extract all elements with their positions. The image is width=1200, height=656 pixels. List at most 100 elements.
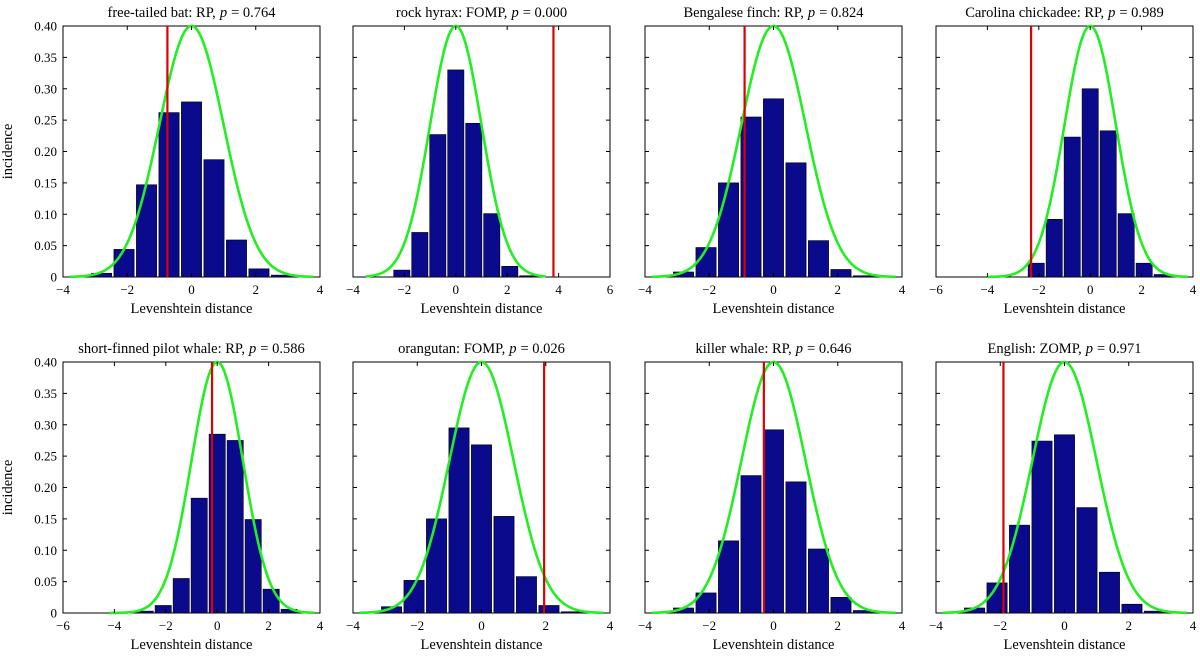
x-tick-label: 2 [504,282,511,297]
histogram-bar [448,427,470,614]
histogram-bar [740,475,762,614]
panel-title: short-finned pilot whale: RP, p = 0.586 [78,341,304,357]
panel-title-p-symbol: p [510,5,518,21]
histogram-bar [113,249,135,278]
x-tick-label: −2 [993,618,1007,633]
panel-title-p-symbol: p [1107,5,1115,21]
x-tick-label: −4 [346,618,360,633]
x-tick-label: −2 [702,618,716,633]
x-tick-label: −2 [120,282,134,297]
histogram-bar [695,592,717,614]
histogram-bar [244,519,262,614]
x-tick-label: 0 [1061,618,1068,633]
histogram-bar [1009,524,1030,614]
x-tick-label: 2 [543,618,550,633]
x-tick-label: −4 [980,282,994,297]
y-tick-label: 0.15 [34,511,57,526]
histogram-panel: −4 −2 0 2 4 killer whale: RP, p = 0.646 Levensht… [638,341,906,653]
histogram-bar [1121,603,1143,614]
panel-title-p-value: = 0.026 [520,341,564,357]
x-tick-label: −4 [346,282,360,297]
histogram-bar [429,134,447,278]
panel-title: orangutan: FOMP, p = 0.026 [398,341,565,357]
x-axis-label: Levenshtein distance [421,637,543,653]
x-tick-label: 0 [453,282,460,297]
y-axis-label: incidence [0,460,16,516]
x-axis-label: Levenshtein distance [131,301,253,317]
x-axis-label: Levenshtein distance [131,637,253,653]
histogram-bar [181,101,202,278]
histogram-bar [203,159,225,278]
histogram-bar [1099,130,1117,278]
panel-title-name: Carolina chickadee: RP, [965,5,1104,21]
x-tick-label: −6 [56,618,70,633]
histogram-bar [785,481,807,614]
y-tick-label: 0.10 [34,543,57,558]
x-tick-label: 6 [607,282,614,297]
histogram-bar [501,266,519,278]
x-tick-label: 4 [1190,282,1197,297]
histogram-bar [1076,507,1098,614]
x-tick-label: 4 [899,282,906,297]
panel-title: free-tailed bat: RP, p = 0.764 [108,5,277,21]
histogram-bar [190,497,208,614]
panel-title: English: ZOMP, p = 0.971 [988,341,1142,357]
x-axis-label: Levenshtein distance [713,301,835,317]
x-tick-label: 0 [478,618,485,633]
histogram-bar [483,213,501,278]
panel-title-p-value: = 0.989 [1119,5,1163,21]
panel-title-p-value: = 0.586 [260,341,304,357]
y-tick-label: 0.40 [34,355,57,370]
histogram-bar [740,116,762,278]
panel-title-p-value: = 0.000 [523,5,567,21]
x-tick-label: 2 [1138,282,1145,297]
panel-title-name: orangutan: FOMP, [398,341,505,357]
x-tick-label: 4 [317,618,324,633]
x-axis-label: Levenshtein distance [421,301,543,317]
x-tick-label: −2 [410,618,424,633]
histogram-bar [830,597,852,614]
histogram-bar [1081,88,1099,278]
x-tick-label: −2 [397,282,411,297]
histogram-panel: −4 −2 0 2 4 0 0.05 0.10 0.15 0.20 0.25 0.30 0.35 0.40… [0,5,324,317]
y-tick-label: 0.05 [34,574,57,589]
histogram-bar [172,578,190,614]
y-tick-label: 0.40 [34,19,57,34]
x-axis-label: Levenshtein distance [1004,301,1126,317]
histogram-bar [248,268,270,278]
histogram-panel: −4 −2 0 2 4 Bengalese finch: RP, p = 0.824 Leven… [638,5,906,317]
panel-title: killer whale: RP, p = 0.646 [696,341,852,357]
histogram-bar [403,580,425,614]
y-tick-label: 0.35 [34,386,57,401]
panel-title: Bengalese finch: RP, p = 0.824 [683,5,864,21]
x-tick-label: 4 [899,618,906,633]
x-tick-label: 4 [317,282,324,297]
y-tick-label: 0.20 [34,144,57,159]
normal-fit-curve [987,24,1188,279]
histogram-bar [763,98,784,278]
y-tick-label: 0 [51,606,58,621]
histogram-bar [226,239,247,278]
histogram-bar [154,605,172,614]
histogram-bar [808,548,829,614]
histogram-bar [1063,136,1081,278]
x-tick-label: −2 [1032,282,1046,297]
panel-title-p-symbol: p [248,341,256,357]
histogram-bar [262,588,280,614]
histogram-bar [830,269,852,278]
histogram-bar [1031,440,1053,614]
histogram-bar [158,112,180,278]
panel-title-p-value: = 0.646 [807,341,851,357]
panel-title-p-symbol: p [795,341,803,357]
x-axis-label: Levenshtein distance [1004,637,1126,653]
histogram-bar [136,184,157,278]
x-tick-label: 2 [835,282,842,297]
y-tick-label: 0.25 [34,113,57,128]
histogram-bar [785,162,807,278]
x-tick-label: −4 [929,618,943,633]
histogram-bar [519,275,537,278]
panel-title-p-value: = 0.764 [231,5,276,21]
y-tick-label: 0.35 [34,50,57,65]
x-tick-label: −2 [159,618,173,633]
